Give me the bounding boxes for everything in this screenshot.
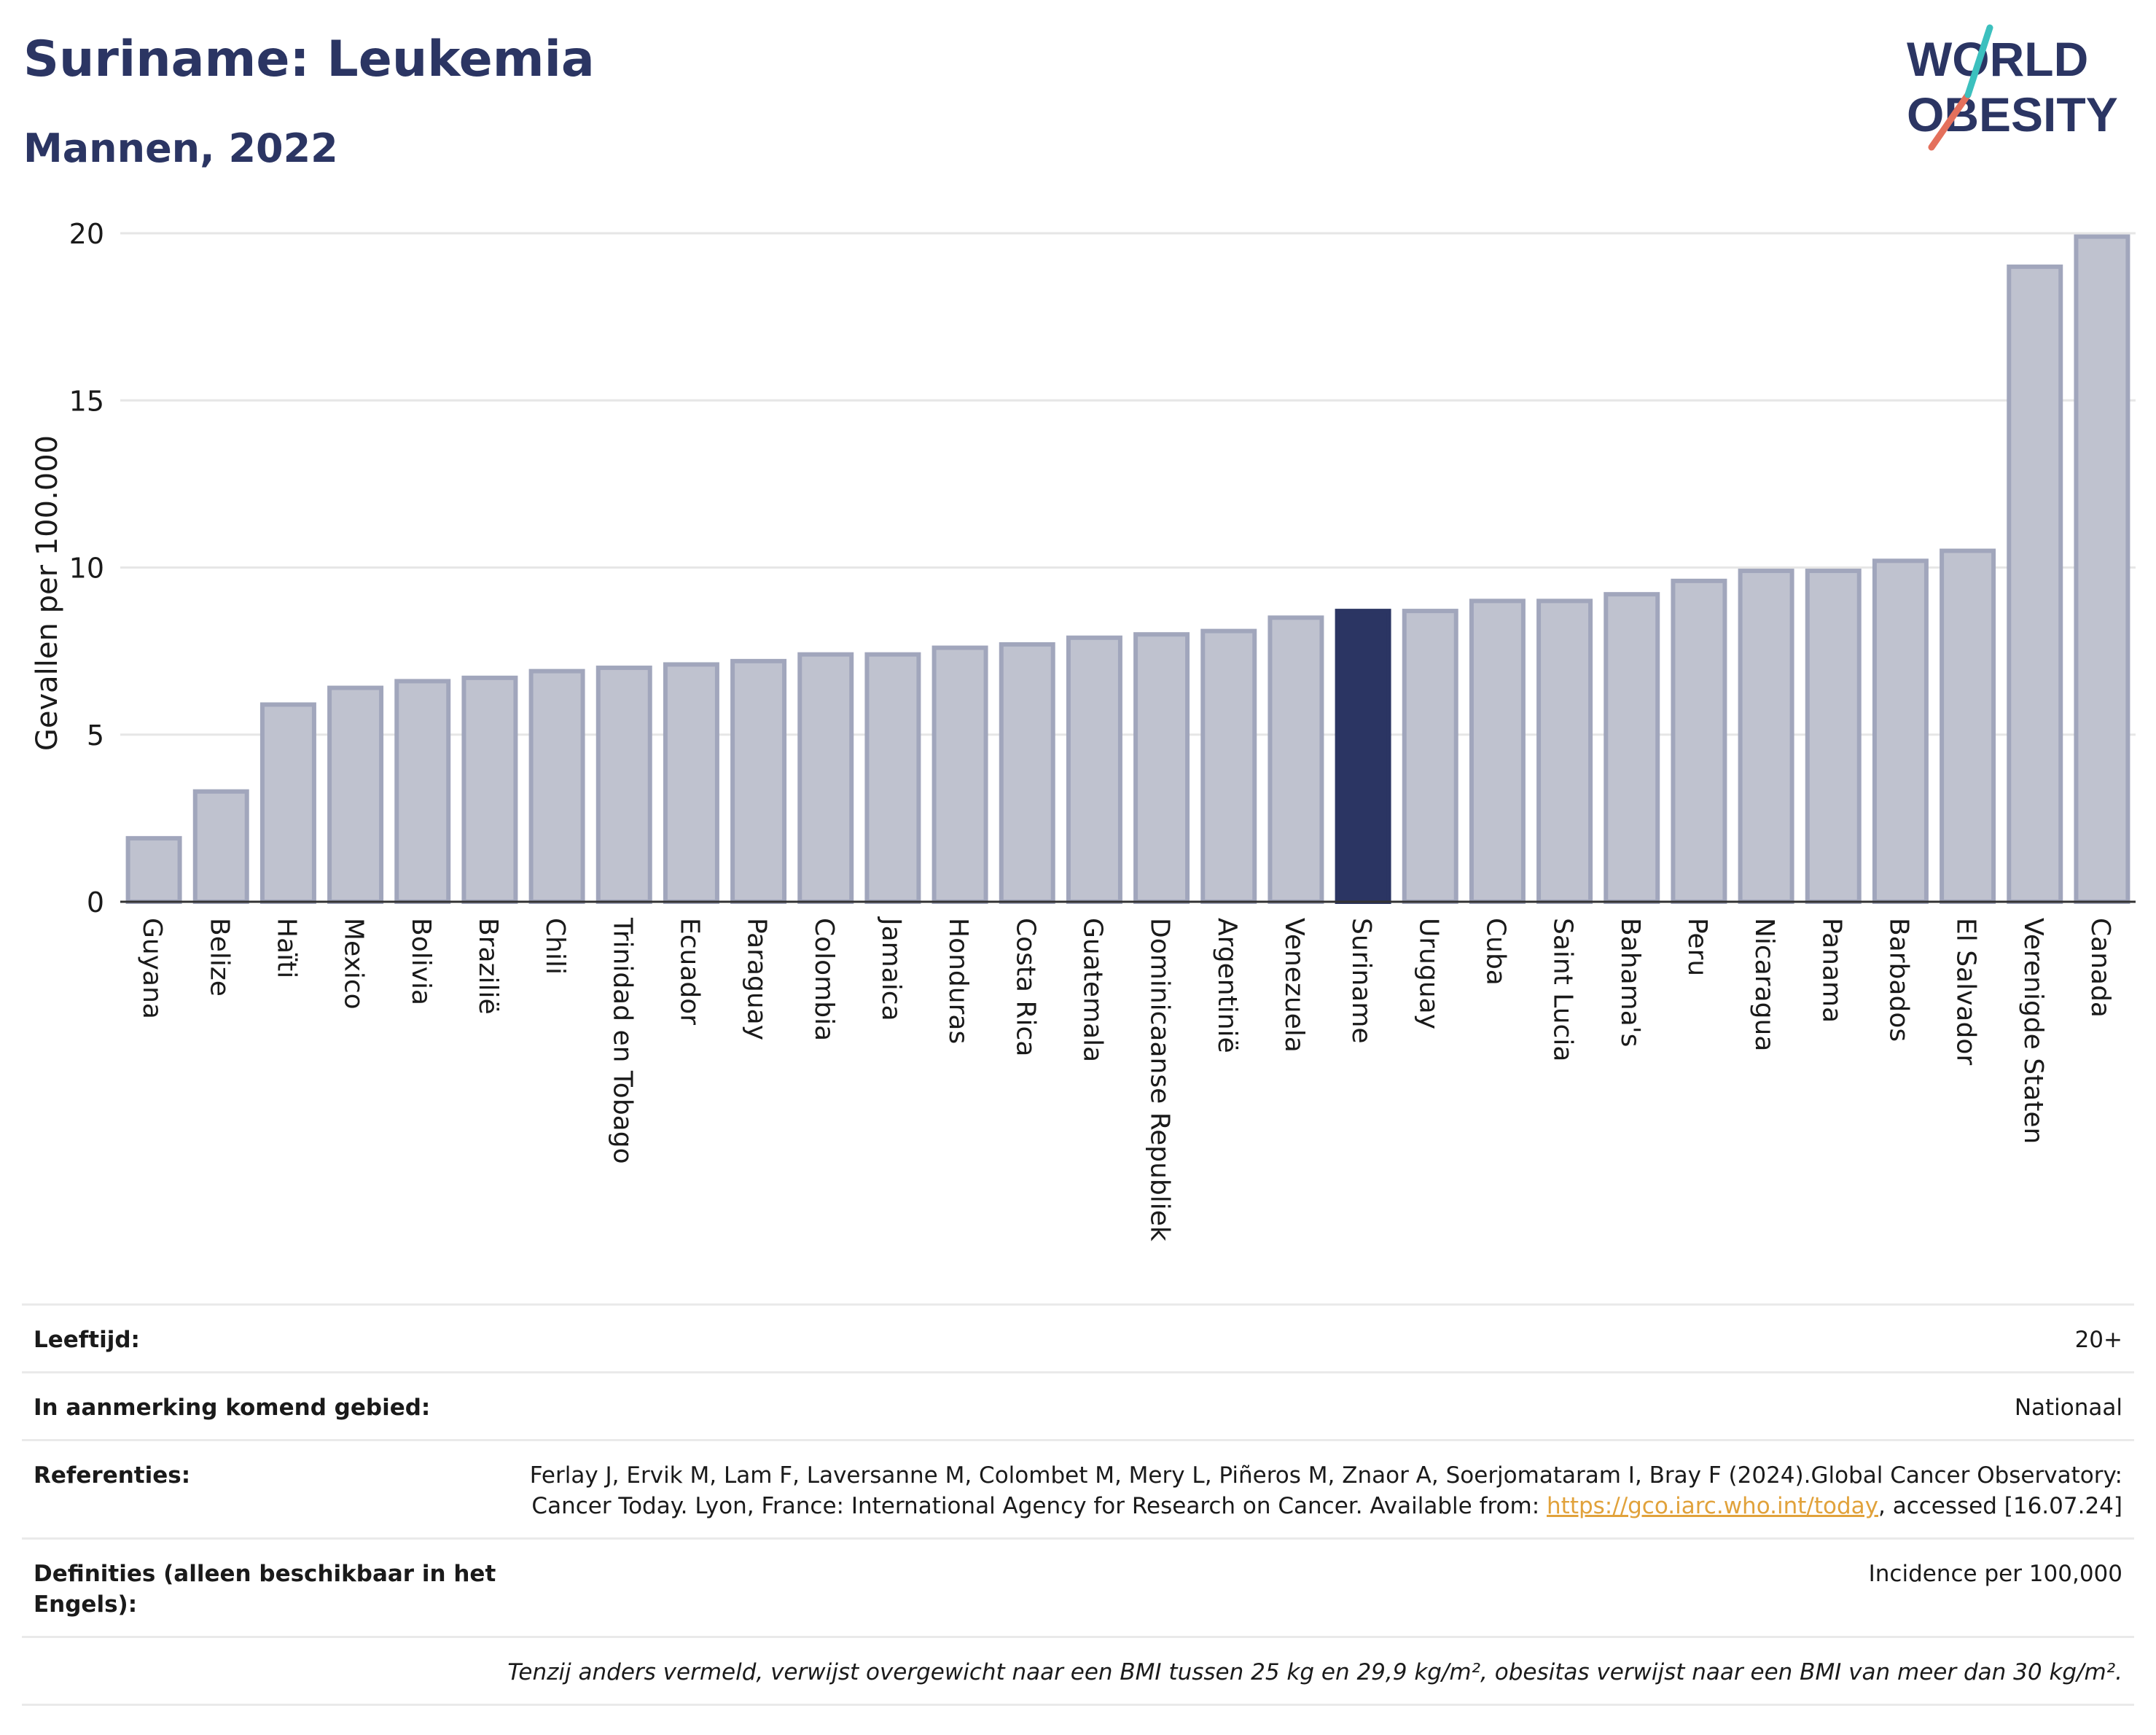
x-tick-label: Jamaica bbox=[876, 916, 906, 1021]
x-tick-label: Nicaragua bbox=[1749, 918, 1779, 1051]
meta-row-area: In aanmerking komend gebied: Nationaal bbox=[22, 1371, 2134, 1439]
bar-suriname bbox=[1335, 609, 1391, 904]
y-tick-label: 15 bbox=[69, 385, 104, 417]
world-obesity-logo: WORLD OBESITY bbox=[1907, 24, 2118, 151]
bar-nicaragua bbox=[1738, 569, 1794, 905]
bar-trinidad-en-tobago bbox=[595, 666, 652, 904]
x-tick-label: Belize bbox=[204, 918, 234, 997]
age-label: Leeftijd: bbox=[34, 1327, 140, 1353]
bar-saint-lucia bbox=[1536, 599, 1593, 904]
x-tick-label: Ecuador bbox=[674, 918, 704, 1025]
logo-text-world: WORLD bbox=[1907, 32, 2088, 86]
references-label: Referenties: bbox=[34, 1462, 191, 1489]
x-tick-label: Mexico bbox=[339, 918, 369, 1010]
bar-uruguay bbox=[1402, 609, 1458, 904]
references-accessed: , accessed [16.07.24] bbox=[1878, 1493, 2122, 1519]
x-axis-labels: Guyana Belize Haïti Mexico Bolivia Brazilië Ch… bbox=[137, 916, 2115, 1241]
x-tick-label: Guyana bbox=[137, 918, 167, 1019]
bar-dominicaanse-republiek bbox=[1133, 632, 1190, 904]
bar-colombia bbox=[797, 652, 854, 905]
bar-argentini- bbox=[1200, 628, 1257, 904]
chart-subtitle: Mannen, 2022 bbox=[23, 125, 338, 171]
x-tick-label: Saint Lucia bbox=[1548, 918, 1578, 1061]
references-value: Ferlay J, Ervik M, Lam F, Laversanne M, … bbox=[500, 1460, 2122, 1521]
bar-cuba bbox=[1469, 599, 1526, 904]
logo-slash-teal bbox=[1964, 24, 1993, 98]
metadata-table: Leeftijd: 20+ In aanmerking komend gebie… bbox=[22, 1303, 2134, 1706]
definitions-value: Incidence per 100,000 bbox=[1868, 1561, 2122, 1587]
bar-el-salvador bbox=[1940, 548, 1996, 904]
y-tick-label: 20 bbox=[69, 218, 104, 250]
bar-venezuela bbox=[1268, 615, 1324, 905]
definitions-label: Definities (alleen beschikbaar in het En… bbox=[34, 1561, 496, 1618]
bar-jamaica bbox=[864, 652, 921, 905]
x-tick-label: Brazilië bbox=[473, 918, 503, 1015]
bar-paraguay bbox=[730, 658, 787, 904]
x-tick-label: Costa Rica bbox=[1010, 918, 1040, 1056]
meta-row-note: Tenzij anders vermeld, verwijst overgewi… bbox=[22, 1636, 2134, 1706]
bar-mexico bbox=[327, 685, 384, 904]
x-tick-label: Uruguay bbox=[1413, 918, 1443, 1029]
y-tick-label: 5 bbox=[87, 720, 104, 752]
x-tick-label: Honduras bbox=[943, 918, 973, 1044]
bar-costa-rica bbox=[999, 642, 1055, 905]
meta-row-references: Referenties: Ferlay J, Ervik M, Lam F, L… bbox=[22, 1439, 2134, 1537]
bar-bahama-s bbox=[1604, 592, 1660, 904]
bar-peru bbox=[1671, 578, 1727, 905]
x-tick-label: Paraguay bbox=[742, 918, 772, 1040]
x-tick-label: Verenigde Staten bbox=[2018, 918, 2048, 1144]
x-tick-label: Colombia bbox=[809, 918, 839, 1041]
bar-guyana bbox=[125, 835, 182, 905]
area-label: In aanmerking komend gebied: bbox=[34, 1395, 431, 1421]
chart-title: Suriname: Leukemia bbox=[23, 31, 595, 88]
bar-chart: 0 5 10 15 20 Guyana Belize Haïti Mexico Bolivia B… bbox=[31, 218, 2136, 1241]
x-tick-label: Dominicaanse Republiek bbox=[1145, 918, 1175, 1241]
x-tick-label: Barbados bbox=[1883, 918, 1913, 1042]
bar-verenigde-staten bbox=[2007, 264, 2063, 905]
bar-barbados bbox=[1872, 558, 1929, 904]
x-tick-label: Cuba bbox=[1480, 918, 1510, 986]
footnote: Tenzij anders vermeld, verwijst overgewi… bbox=[507, 1659, 2122, 1685]
x-tick-label: Venezuela bbox=[1279, 918, 1309, 1053]
x-tick-label: Chili bbox=[540, 918, 570, 975]
x-tick-label: Bolivia bbox=[406, 918, 436, 1005]
bar-ha-ti bbox=[259, 702, 316, 904]
bar-ecuador bbox=[663, 662, 719, 905]
meta-row-age: Leeftijd: 20+ bbox=[22, 1303, 2134, 1371]
x-tick-label: Guatemala bbox=[1077, 918, 1107, 1062]
logo-slash-red bbox=[1928, 91, 1972, 151]
x-tick-label: Bahama's bbox=[1615, 918, 1645, 1047]
bar-brazili- bbox=[461, 675, 518, 904]
bar-honduras bbox=[931, 645, 988, 904]
bar-belize bbox=[192, 789, 249, 904]
bars bbox=[125, 234, 2130, 905]
bar-canada bbox=[2074, 234, 2130, 904]
bar-panama bbox=[1805, 569, 1862, 905]
x-tick-label: Trinidad en Tobago bbox=[607, 917, 637, 1164]
bar-chili bbox=[528, 668, 585, 904]
x-tick-label: Haïti bbox=[271, 918, 301, 978]
meta-row-definitions: Definities (alleen beschikbaar in het En… bbox=[22, 1537, 2134, 1636]
age-value: 20+ bbox=[2074, 1327, 2122, 1353]
y-axis-ticks: 0 5 10 15 20 bbox=[69, 218, 104, 919]
bar-guatemala bbox=[1066, 635, 1122, 904]
references-link[interactable]: https://gco.iarc.who.int/today bbox=[1547, 1493, 1878, 1519]
x-tick-label: Canada bbox=[2085, 918, 2115, 1018]
x-tick-label: El Salvador bbox=[1951, 918, 1981, 1065]
references-text: Ferlay J, Ervik M, Lam F, Laversanne M, … bbox=[529, 1462, 2122, 1519]
x-tick-label: Suriname bbox=[1346, 918, 1376, 1044]
y-axis-label: Gevallen per 100.000 bbox=[31, 435, 64, 751]
y-tick-label: 10 bbox=[69, 553, 104, 585]
x-tick-label: Argentinië bbox=[1212, 918, 1242, 1053]
x-tick-label: Panama bbox=[1816, 918, 1846, 1023]
x-tick-label: Peru bbox=[1682, 918, 1712, 976]
area-value: Nationaal bbox=[2014, 1395, 2122, 1421]
bar-bolivia bbox=[394, 679, 451, 904]
y-tick-label: 0 bbox=[87, 886, 104, 919]
